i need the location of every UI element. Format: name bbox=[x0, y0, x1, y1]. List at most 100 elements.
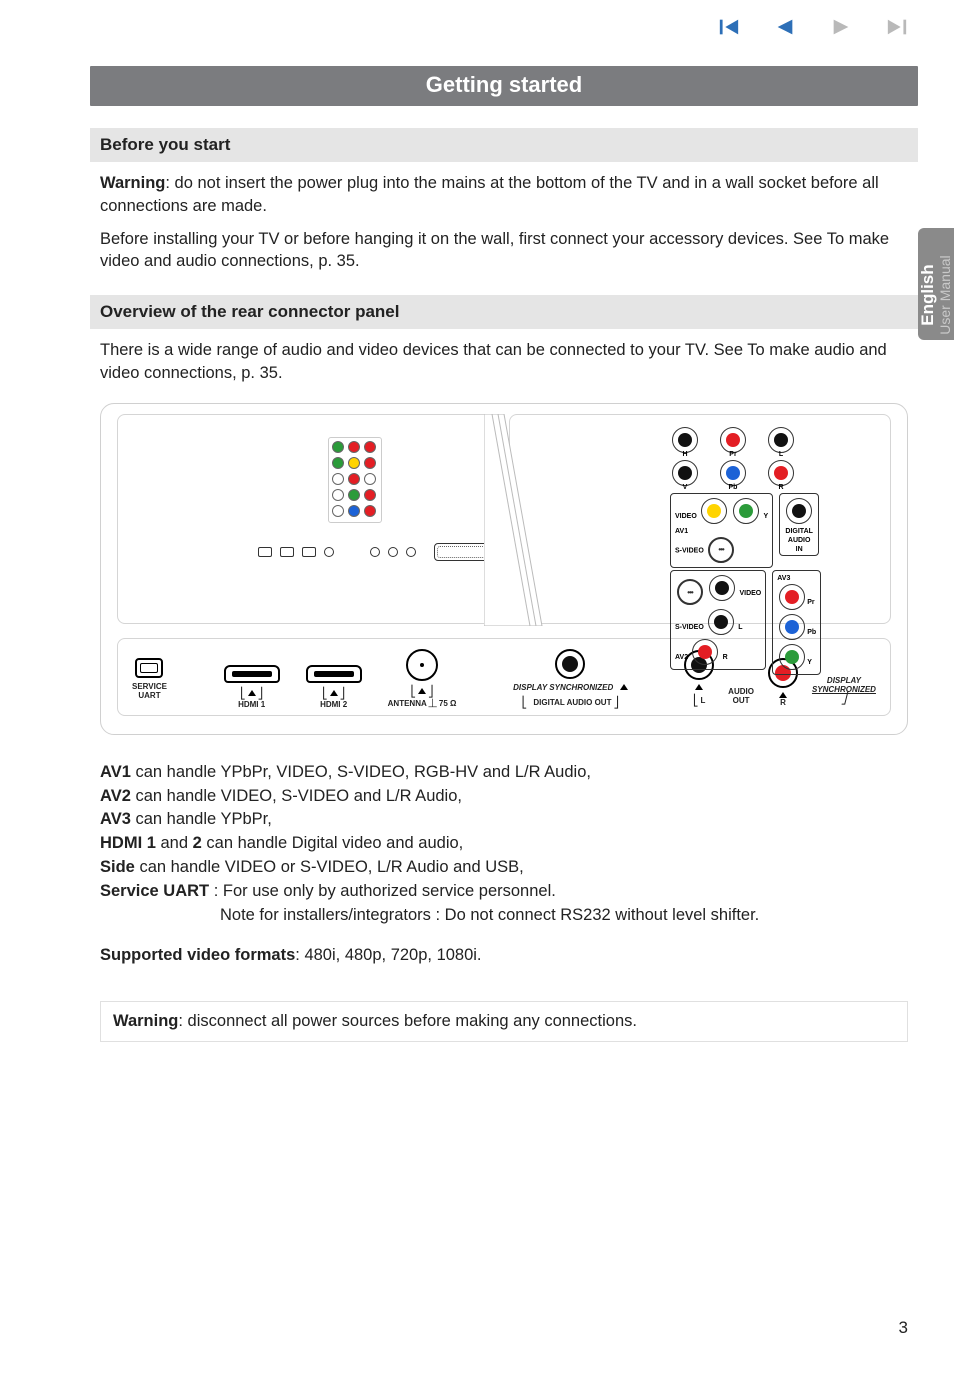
label-pb-3: Pb bbox=[807, 629, 816, 636]
cap-av3-b: AV3 bbox=[100, 810, 131, 828]
section-before-you-start-header: Before you start bbox=[90, 128, 918, 162]
label-uart: UART bbox=[138, 691, 160, 700]
cap-av1-b: AV1 bbox=[100, 763, 131, 781]
group-av1: VIDEO Y AV1 S-VIDEO bbox=[670, 493, 773, 568]
label-av2: AV2 bbox=[675, 654, 688, 661]
rca-video-icon bbox=[701, 498, 727, 524]
port-hdmi-2: ⎣⎦ HDMI 2 bbox=[306, 665, 362, 709]
cap-hdmi-2: 2 bbox=[193, 834, 202, 852]
triangle-up-icon bbox=[418, 688, 426, 694]
language-tab: English User Manual bbox=[918, 228, 954, 340]
rca-l-icon bbox=[768, 427, 794, 453]
cap-av2: can handle VIDEO, S-VIDEO and L/R Audio, bbox=[131, 787, 462, 805]
hdmi-port-icon bbox=[306, 665, 362, 683]
label-audio-l: L bbox=[700, 696, 705, 705]
left-bottom-ports bbox=[258, 543, 504, 561]
nav-first-icon[interactable] bbox=[718, 16, 740, 38]
rca-r2-icon bbox=[692, 639, 718, 665]
label-in: IN bbox=[796, 546, 803, 553]
nav-prev-icon[interactable] bbox=[774, 16, 796, 38]
overview-paragraph: There is a wide range of audio and video… bbox=[100, 339, 908, 385]
label-y: Y bbox=[764, 513, 769, 520]
language-tab-lang: English bbox=[918, 264, 937, 325]
label-hdmi2: HDMI 2 bbox=[320, 700, 347, 709]
port-service-uart: SERVICE UART bbox=[132, 658, 167, 700]
cap-hdmi: can handle Digital video and audio, bbox=[202, 834, 463, 852]
rca-pr3-icon bbox=[779, 584, 805, 610]
label-r-2: R bbox=[723, 654, 728, 661]
rca-l2-icon bbox=[708, 609, 734, 635]
label-antenna: ANTENNA bbox=[388, 699, 427, 708]
rca-pb3-icon bbox=[779, 614, 805, 640]
port-display-sync: DISPLAY SYNCHRONIZED ⎦ bbox=[812, 676, 876, 705]
label-video: VIDEO bbox=[675, 513, 697, 520]
label-svideo-2: S-VIDEO bbox=[675, 624, 704, 631]
label-v: V bbox=[670, 484, 700, 491]
mini-dot-icon bbox=[388, 547, 398, 557]
page-number: 3 bbox=[899, 1318, 908, 1338]
label-l-2: L bbox=[738, 624, 742, 631]
label-r: R bbox=[766, 484, 796, 491]
label-svideo-1: S-VIDEO bbox=[675, 547, 704, 554]
nav-last-icon[interactable] bbox=[886, 16, 908, 38]
cap-hdmi-and: and bbox=[156, 834, 193, 852]
capabilities-list: AV1 can handle YPbPr, VIDEO, S-VIDEO, RG… bbox=[100, 761, 908, 928]
language-tab-sub: User Manual bbox=[937, 255, 953, 334]
warn2-b: Warning bbox=[113, 1012, 178, 1030]
cap-su: : For use only by authorized service per… bbox=[209, 882, 556, 900]
label-hdmi1: HDMI 1 bbox=[238, 700, 265, 709]
before-install-paragraph: Before installing your TV or before hang… bbox=[100, 228, 908, 274]
mini-dot-icon bbox=[406, 547, 416, 557]
rca-r-icon bbox=[768, 460, 794, 486]
mini-port-icon bbox=[258, 547, 272, 557]
rca-h-icon bbox=[672, 427, 698, 453]
supported-b: Supported video formats bbox=[100, 946, 295, 964]
label-pb: Pb bbox=[718, 484, 748, 491]
side-av-block: H Pr L V bbox=[670, 425, 870, 675]
cap-side: can handle VIDEO or S-VIDEO, L/R Audio a… bbox=[135, 858, 524, 876]
label-antenna-ohm: 75 Ω bbox=[439, 699, 457, 708]
mini-port-icon bbox=[302, 547, 316, 557]
page-title-bar: Getting started bbox=[90, 66, 918, 106]
rear-panel-diagram: H Pr L V bbox=[100, 403, 908, 735]
mini-dot-icon bbox=[370, 547, 380, 557]
port-antenna: ⎣⎦ ANTENNA ⏊ 75 Ω bbox=[388, 649, 457, 709]
diagram-upper-right: H Pr L V bbox=[509, 414, 891, 624]
hdmi-port-icon bbox=[224, 665, 280, 683]
label-dao: DIGITAL AUDIO OUT bbox=[533, 698, 611, 707]
page: Getting started Before you start Warning… bbox=[0, 0, 954, 1378]
cap-su-note: Note for installers/integrators : Do not… bbox=[220, 906, 759, 924]
label-digital: DIGITAL bbox=[785, 528, 812, 535]
cap-side-b: Side bbox=[100, 858, 135, 876]
rca-video2-icon bbox=[709, 575, 735, 601]
cap-su-b: Service UART bbox=[100, 882, 209, 900]
triangle-up-icon bbox=[330, 690, 338, 696]
rca-pb-icon bbox=[720, 460, 746, 486]
diagram-upper-left bbox=[117, 414, 499, 624]
port-audio-out-center: AUDIO OUT bbox=[728, 687, 754, 705]
triangle-up-icon bbox=[620, 684, 628, 690]
label-pr: Pr bbox=[718, 451, 748, 458]
label-l: L bbox=[766, 451, 796, 458]
group-av2: VIDEO S-VIDEO L AV2 R bbox=[670, 570, 766, 671]
diagram-upper-row: H Pr L V bbox=[117, 414, 891, 624]
coax-port-icon bbox=[406, 649, 438, 681]
rca-y3-icon bbox=[779, 644, 805, 670]
triangle-up-icon bbox=[248, 690, 256, 696]
label-audio-out-2: OUT bbox=[733, 696, 750, 705]
rca-v-icon bbox=[672, 460, 698, 486]
mini-dot-icon bbox=[324, 547, 334, 557]
uart-port-icon bbox=[135, 658, 163, 678]
supported-formats: Supported video formats: 480i, 480p, 720… bbox=[100, 946, 908, 965]
label-audio-r: R bbox=[780, 698, 786, 707]
panel-edge-icon bbox=[484, 414, 544, 626]
rca-dao-icon bbox=[555, 649, 585, 679]
port-digital-audio-out: DISPLAY SYNCHRONIZED ⎣ DIGITAL AUDIO OUT… bbox=[513, 649, 627, 709]
cap-av1: can handle YPbPr, VIDEO, S-VIDEO, RGB-HV… bbox=[131, 763, 591, 781]
group-av3: AV3 Pr Pb Y bbox=[772, 570, 821, 675]
warning-paragraph-1: Warning: do not insert the power plug in… bbox=[100, 172, 908, 218]
label-disp-sync-a: DISPLAY SYNCHRONIZED bbox=[513, 683, 613, 692]
rca-y-icon bbox=[733, 498, 759, 524]
label-service: SERVICE bbox=[132, 682, 167, 691]
nav-next-icon[interactable] bbox=[830, 16, 852, 38]
